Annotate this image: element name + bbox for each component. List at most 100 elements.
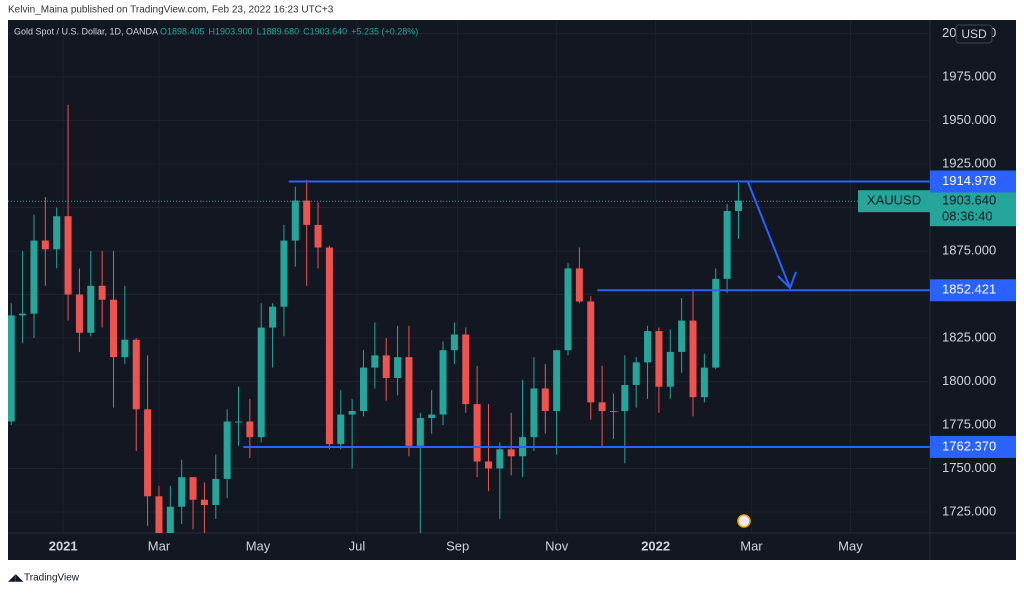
candle-body	[564, 268, 572, 351]
candle-body	[337, 414, 345, 445]
candle-body	[666, 351, 674, 387]
candle-body	[19, 313, 27, 316]
candle-body	[496, 449, 504, 469]
symbol-badge	[858, 190, 930, 213]
x-tick-label: Mar	[148, 538, 171, 553]
candle-body	[371, 355, 379, 368]
brand: TradingView	[24, 573, 80, 584]
currency-badge[interactable]	[955, 24, 993, 44]
candle-body	[348, 411, 356, 415]
x-tick-label: May	[838, 538, 863, 553]
y-tick-label: 1800.000	[942, 373, 996, 388]
candle-body	[484, 461, 492, 469]
candle-body	[723, 211, 731, 279]
candle-body	[269, 306, 277, 328]
brand-logo: ◢◣	[8, 573, 24, 584]
candle-body	[416, 418, 424, 446]
candle-body	[132, 339, 140, 410]
candle-body	[246, 421, 254, 438]
candle-body	[473, 404, 481, 462]
candle-body	[189, 477, 197, 500]
x-tick-label: 2021	[49, 538, 78, 553]
x-tick-label: Nov	[545, 538, 569, 553]
candle-body	[121, 339, 129, 358]
candle-body	[166, 506, 174, 533]
y-tick-label: 1875.000	[942, 242, 996, 257]
ohlc-value: H1903.900	[209, 26, 253, 36]
candle-body	[98, 285, 106, 300]
candle-body	[644, 331, 652, 363]
x-tick-label: Jul	[349, 538, 366, 553]
candle-body	[575, 268, 583, 302]
event-icon[interactable]	[737, 514, 751, 528]
publisher: Kelvin_Maina published on TradingView.co…	[8, 5, 334, 16]
ohlc-value: C1903.640	[303, 26, 347, 36]
candle-body	[314, 224, 322, 248]
candle-body	[325, 247, 333, 445]
candle-body	[598, 402, 606, 412]
candle-body	[291, 200, 299, 241]
candle-body	[734, 200, 742, 212]
candle-body	[553, 350, 561, 412]
candle-body	[280, 240, 288, 307]
y-tick-label: 1725.000	[942, 503, 996, 518]
candle-body	[178, 477, 186, 507]
y-tick-label: 1950.000	[942, 112, 996, 127]
x-tick-label: Mar	[740, 538, 763, 553]
arrow	[747, 181, 797, 290]
level-badge	[930, 170, 1016, 193]
candle-body	[257, 327, 265, 438]
candle-body	[507, 449, 515, 457]
candle-body	[394, 357, 402, 379]
y-tick-label: 1925.000	[942, 155, 996, 170]
candle-body	[212, 478, 220, 505]
candle-body	[200, 499, 208, 505]
candle-body	[8, 315, 15, 422]
ohlc-value: L1889.680	[257, 26, 300, 36]
candle-body	[689, 320, 697, 398]
x-tick-label: May	[246, 538, 271, 553]
candle-body	[712, 278, 720, 368]
level-badge	[930, 279, 1016, 302]
candle-body	[144, 409, 152, 497]
price-badge	[930, 190, 1016, 227]
candle-body	[439, 350, 447, 415]
level-label: 1852.421	[942, 282, 996, 297]
candle-body	[53, 216, 61, 250]
symbol-label: XAUUSD	[867, 193, 921, 208]
candle-body	[64, 216, 72, 295]
candle-body	[530, 388, 538, 438]
candle-body	[541, 388, 549, 412]
candle-body	[359, 367, 367, 412]
candle-body	[632, 362, 640, 385]
ohlc-value: +5.235 (+0.28%)	[351, 26, 418, 36]
candle-body	[621, 384, 629, 412]
candle-body	[382, 355, 390, 379]
candle-body	[587, 301, 595, 403]
candle-body	[428, 414, 436, 419]
candle-body	[30, 240, 38, 314]
candle-body	[223, 421, 231, 479]
y-tick-label: 1775.000	[942, 416, 996, 431]
candle-body	[155, 496, 163, 533]
ohlc-value: O1898.405	[160, 26, 205, 36]
level-label: 1914.978	[942, 173, 996, 188]
currency: USD	[961, 27, 987, 41]
y-tick-label: 1975.000	[942, 68, 996, 83]
candle-body	[450, 334, 458, 351]
candle-body	[462, 334, 470, 405]
candle-body	[110, 299, 118, 358]
y-tick-label: 1825.000	[942, 329, 996, 344]
candle-body	[87, 285, 95, 333]
level-label: 1762.370	[942, 438, 996, 453]
candle-body	[235, 421, 242, 423]
candle-body	[41, 240, 49, 250]
price-label: 1903.640	[942, 193, 996, 208]
candle-body	[700, 367, 708, 398]
countdown: 08:36:40	[942, 209, 993, 224]
candle-body	[609, 411, 617, 413]
y-tick-label: 1750.000	[942, 460, 996, 475]
level-badge	[930, 435, 1016, 458]
x-tick-label: Sep	[446, 538, 469, 553]
